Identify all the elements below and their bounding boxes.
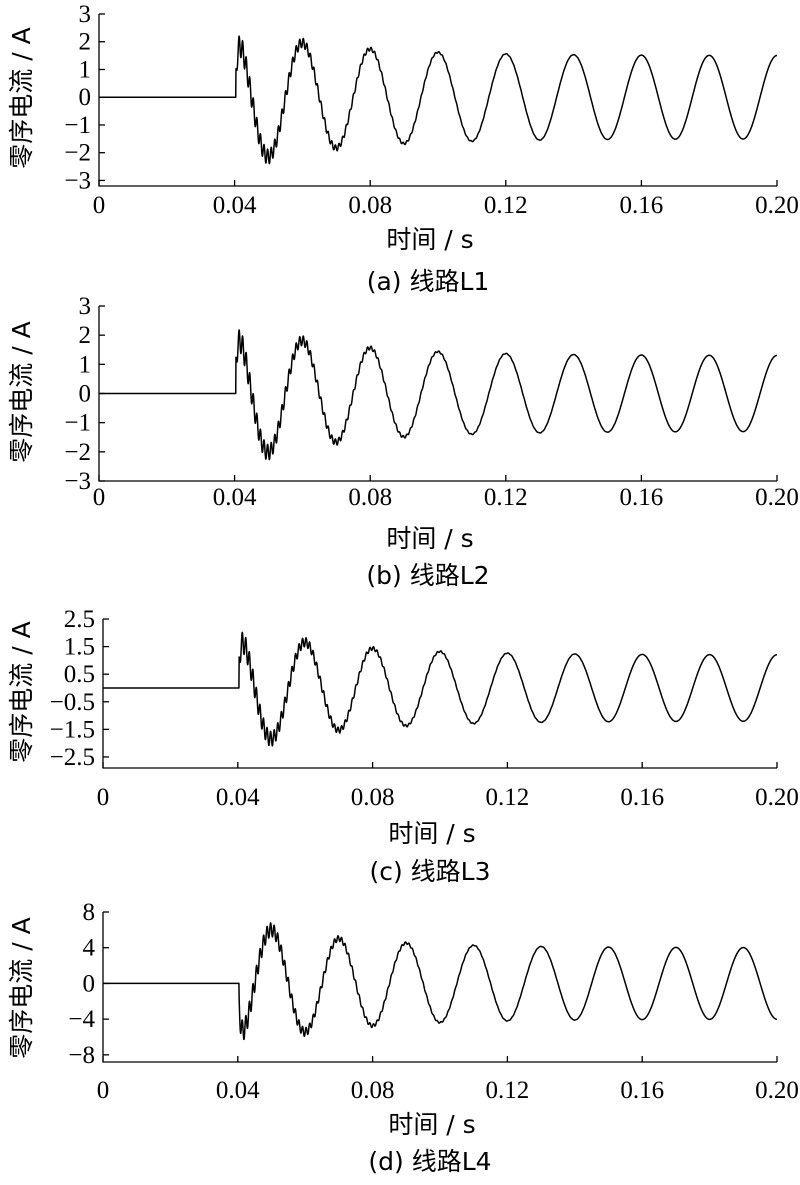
y-tick-label: 0.5 [64,661,95,688]
x-tick-label: 0.16 [620,784,664,811]
y-tick-label: 2 [79,29,92,56]
x-tick-label: 0.20 [755,192,799,219]
y-tick-label: 2.5 [64,606,95,633]
x-tick-label: 0.08 [351,784,395,811]
x-axis-label: 时间 / s [386,225,473,254]
y-tick-label: −4 [68,1006,95,1033]
x-tick-label: 0 [97,784,110,811]
y-tick-label: −3 [64,167,91,194]
x-tick-label: 0.20 [755,1077,799,1104]
panel-caption: (d) 线路L4 [368,1147,491,1176]
y-tick-label: −2 [64,439,91,466]
y-tick-label: 1 [79,351,92,378]
y-tick-label: −2.5 [50,744,95,771]
x-tick-label: 0.04 [213,192,257,219]
y-axis-label: 零序电流 / A [7,321,36,462]
y-tick-label: 1 [79,56,92,83]
y-tick-label: 8 [83,899,96,926]
x-tick-label: 0.08 [351,1077,395,1104]
y-tick-label: −1 [64,112,91,139]
panel-caption: (a) 线路L1 [367,267,490,296]
series-line [98,35,778,165]
y-tick-label: −2 [64,140,91,167]
axis-frame [102,619,777,769]
y-tick-label: −3 [64,468,91,495]
x-tick-label: 0.04 [216,1077,260,1104]
x-tick-label: 0.12 [486,784,530,811]
y-axis-label: 零序电流 / A [7,917,36,1058]
series-line [102,631,778,747]
x-tick-label: 0.08 [348,192,392,219]
x-tick-label: 0.16 [620,192,664,219]
y-tick-label: 0 [79,84,92,111]
y-tick-label: 3 [79,1,92,28]
y-tick-label: −1 [64,410,91,437]
y-tick-label: 2 [79,322,92,349]
x-tick-label: 0.20 [755,484,799,511]
x-tick-label: 0.20 [755,784,799,811]
x-axis-label: 时间 / s [388,1110,475,1139]
series-line [102,922,778,1041]
y-tick-label: −0.5 [50,689,95,716]
x-axis-label: 时间 / s [386,524,473,553]
y-tick-label: 4 [83,935,96,962]
y-tick-label: −1.5 [50,716,95,743]
axis-frame [102,912,777,1063]
x-tick-label: 0.16 [620,484,664,511]
x-tick-label: 0.12 [486,1077,530,1104]
panel-caption: (c) 线路L3 [369,857,490,886]
panel-caption: (b) 线路L2 [366,561,489,590]
x-tick-label: 0.16 [620,1077,664,1104]
x-tick-label: 0 [97,1077,110,1104]
series-line [98,329,778,461]
y-axis-label: 零序电流 / A [7,27,36,168]
x-tick-label: 0.04 [216,784,260,811]
x-tick-label: 0.04 [213,484,257,511]
x-tick-label: 0.12 [484,192,528,219]
y-axis-label: 零序电流 / A [7,621,36,762]
x-tick-label: 0 [93,192,106,219]
y-tick-label: 1.5 [64,634,95,661]
chart-panel-3: 2.51.50.5−0.5−1.5−2.50 0.04 0.08 0.12 0.16 0.… [7,606,799,886]
y-tick-label: 3 [79,293,92,320]
x-tick-label: 0 [93,484,106,511]
y-tick-label: 0 [79,381,92,408]
x-tick-label: 0.12 [484,484,528,511]
y-tick-label: 0 [83,970,96,997]
x-tick-label: 0.08 [348,484,392,511]
y-tick-label: −8 [68,1042,95,1069]
x-axis-label: 时间 / s [388,819,475,848]
axis-frame [98,14,777,187]
